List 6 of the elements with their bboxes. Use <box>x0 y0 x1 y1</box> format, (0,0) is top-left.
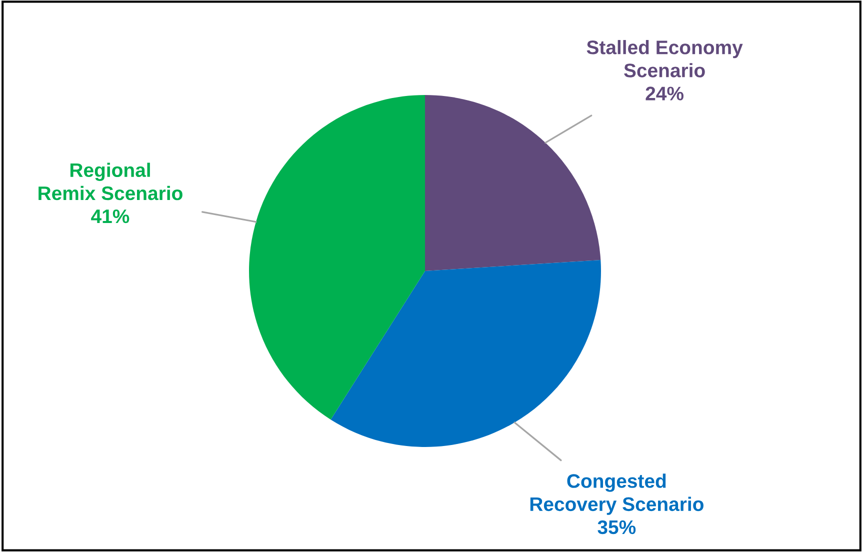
data-label: 24% <box>646 86 684 100</box>
data-label: 41% <box>91 209 130 224</box>
slice-label: Regional Remix Scenario <box>38 162 182 200</box>
slice-label: Stalled Economy Scenario <box>586 40 743 78</box>
data-label: 35% <box>598 520 636 534</box>
slice-label: Congested Recovery Scenario <box>530 474 704 515</box>
